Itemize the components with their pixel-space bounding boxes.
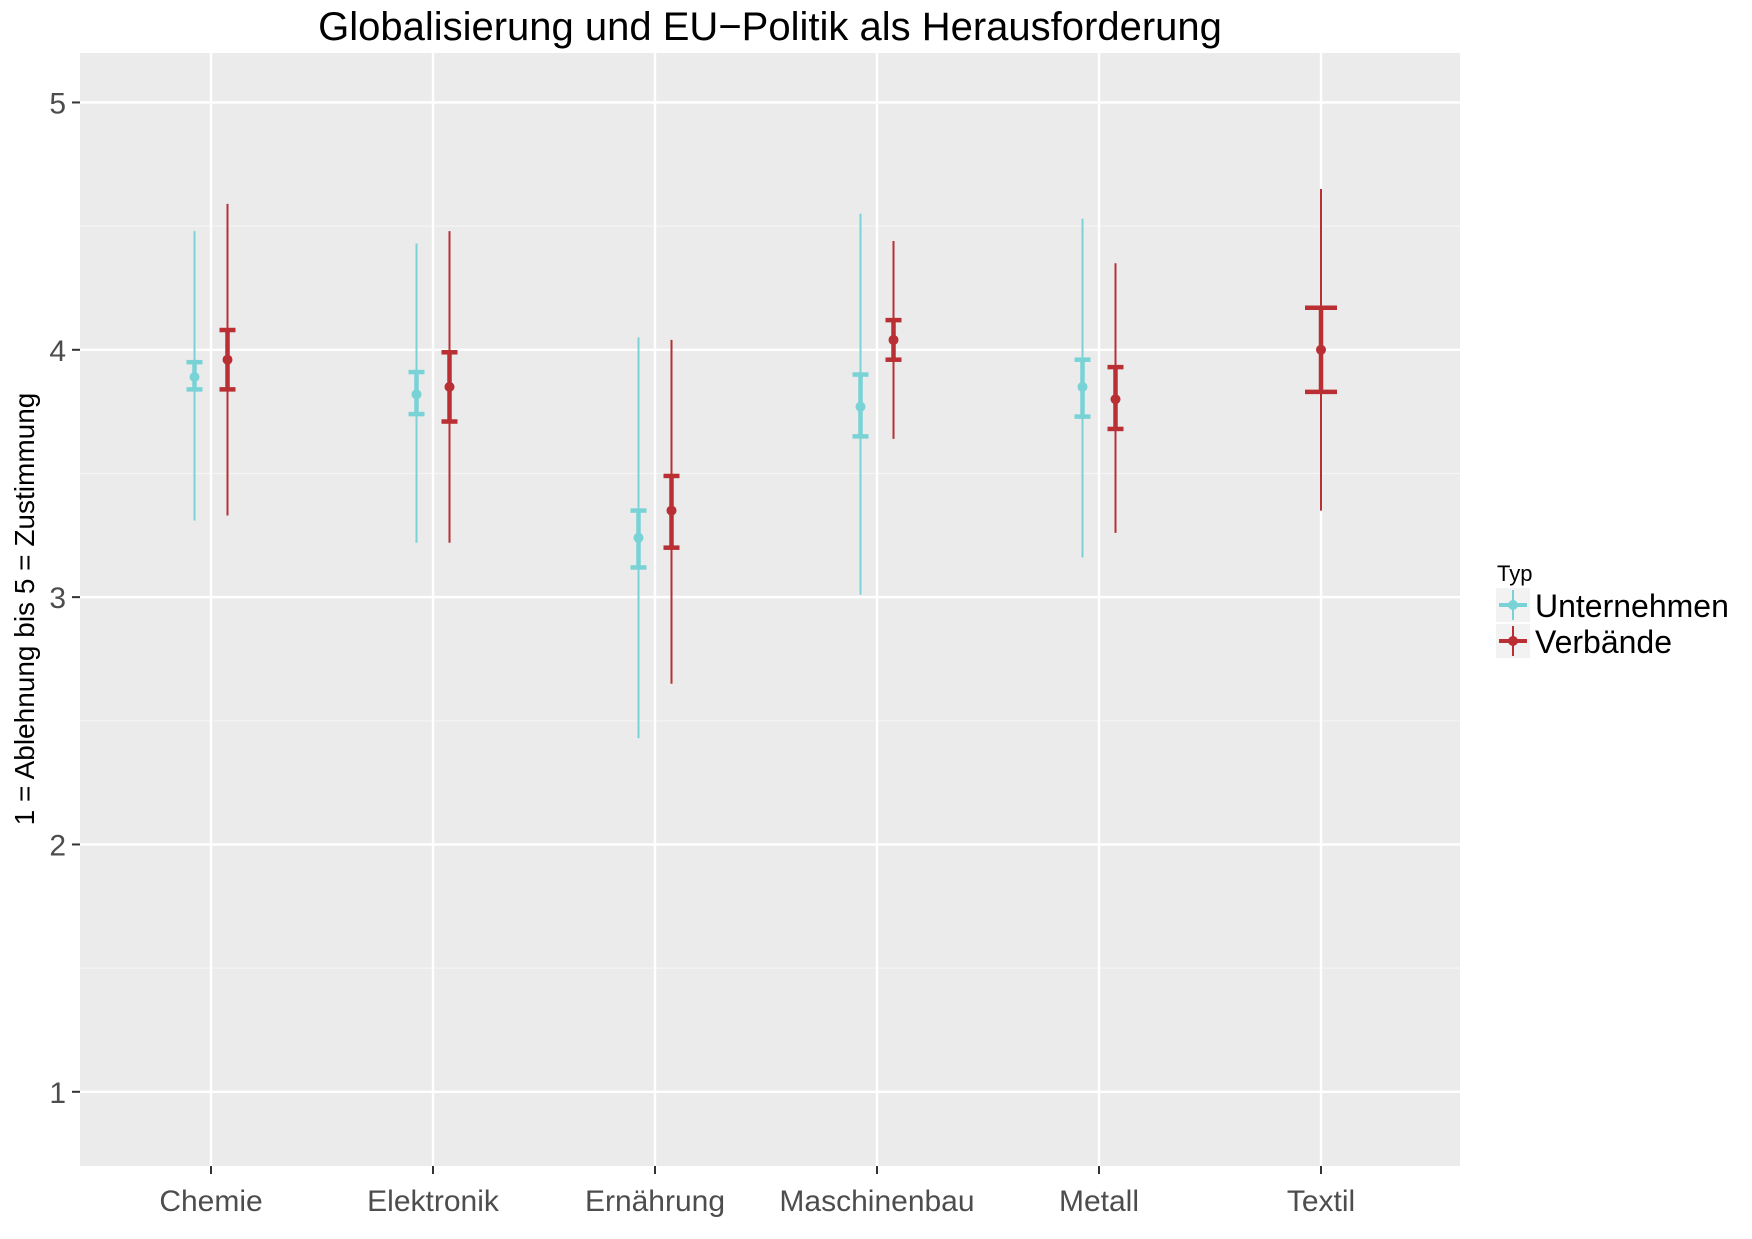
y-tick-label: 4	[49, 335, 66, 368]
y-tick-label: 1	[49, 1077, 66, 1110]
legend-label: Unternehmen	[1535, 588, 1729, 624]
errorbar-group	[663, 339, 680, 684]
grid-layer	[80, 53, 1460, 1166]
chart-title: Globalisierung und EU−Politik als Heraus…	[318, 5, 1222, 49]
errorbar-group	[1305, 189, 1337, 511]
legend-key-point	[1508, 636, 1518, 646]
x-tick-label: Metall	[1059, 1185, 1139, 1218]
errorbar-group	[219, 203, 236, 516]
mean-point	[1077, 381, 1088, 392]
mean-point	[855, 401, 866, 412]
y-axis-title: 1 = Ablehnung bis 5 = Zustimmung	[9, 393, 40, 826]
plot-panel	[80, 53, 1460, 1166]
x-tick-label: Chemie	[159, 1185, 262, 1218]
y-tick-label: 5	[49, 87, 66, 120]
errorbar-group	[1107, 263, 1124, 533]
marks-layer	[186, 189, 1337, 739]
mean-point	[411, 389, 422, 400]
x-tick-label: Textil	[1287, 1185, 1355, 1218]
legend-title: Typ	[1497, 561, 1532, 586]
x-tick-label: Elektronik	[367, 1185, 500, 1218]
mean-point	[888, 334, 899, 345]
errorbar-group	[441, 231, 458, 543]
x-tick-label: Maschinenbau	[779, 1185, 974, 1218]
mean-point	[189, 372, 200, 383]
axis-layer: 1 2 3 4 5 Chemie Elektronik Ernährung Maschinenb…	[49, 87, 1355, 1218]
mean-point	[1316, 344, 1326, 355]
legend-label: Verbände	[1535, 624, 1672, 660]
legend-key-point	[1508, 600, 1518, 610]
errorbar-group	[408, 243, 425, 543]
y-tick-label: 2	[49, 829, 66, 862]
errorbar-group	[1074, 218, 1091, 558]
y-tick-label: 3	[49, 582, 66, 615]
mean-point	[222, 354, 233, 365]
errorbar-group	[852, 213, 869, 595]
x-tick-label: Ernährung	[585, 1185, 725, 1218]
mean-point	[444, 381, 455, 392]
mean-point	[633, 532, 644, 543]
errorbar-group	[885, 240, 902, 439]
errorbar-group	[186, 231, 203, 521]
mean-point	[1110, 394, 1121, 405]
errorbar-group	[630, 337, 647, 739]
mean-point	[666, 505, 677, 516]
